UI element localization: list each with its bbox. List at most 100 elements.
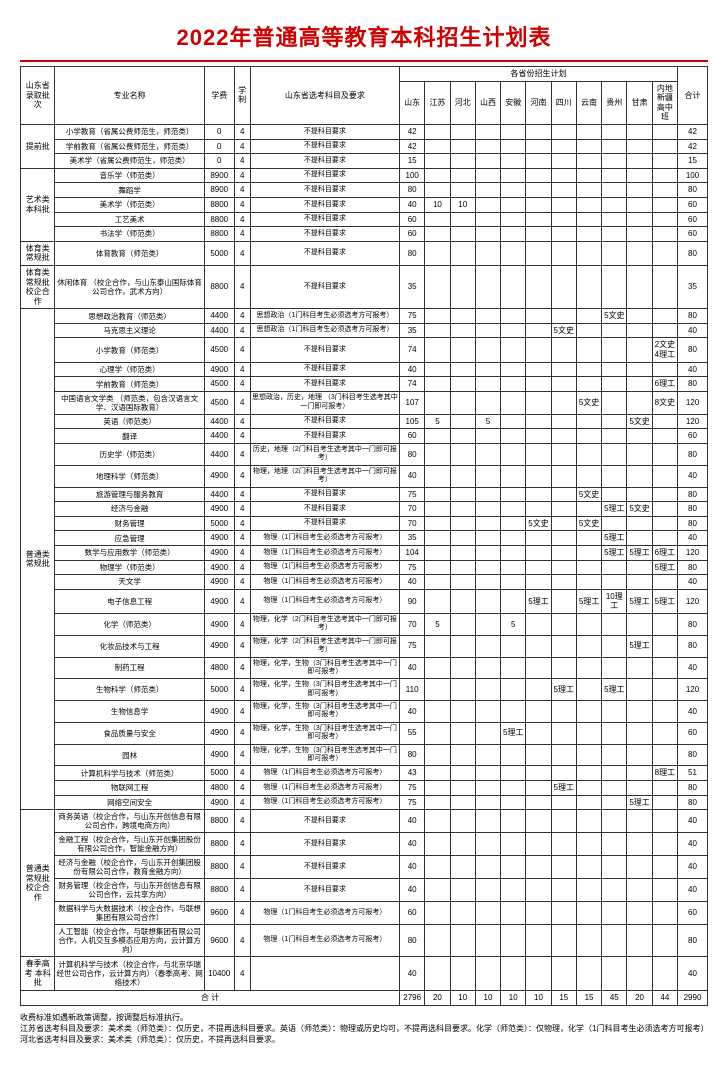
subject-cell: 物理（1门科目考生必须选考方可报考）	[250, 589, 399, 613]
total-value: 10	[501, 990, 526, 1005]
value-cell	[627, 487, 652, 502]
value-cell	[576, 197, 601, 212]
subject-cell: 物理，化学，生物（3门科目考生选考其中一门即可报考）	[250, 679, 399, 701]
value-cell	[576, 657, 601, 679]
value-cell	[576, 183, 601, 198]
value-cell	[475, 444, 500, 466]
value-cell	[627, 139, 652, 154]
value-cell: 5理工	[576, 589, 601, 613]
rowtotal-cell: 40	[678, 531, 708, 546]
value-cell	[475, 795, 500, 810]
rowtotal-cell: 80	[678, 925, 708, 957]
rowtotal-cell: 40	[678, 465, 708, 487]
value-cell: 60	[400, 902, 425, 925]
table-row: 书法学（师范类）88004不提科目要求6060	[21, 227, 708, 242]
table-row: 数学与应用数学（师范类）49004物理（1门科目考生必须选考方可报考）1045理…	[21, 545, 708, 560]
value-cell	[526, 531, 551, 546]
subject-cell: 不提科目要求	[250, 265, 399, 308]
rowtotal-cell: 120	[678, 391, 708, 414]
value-cell	[425, 766, 450, 781]
subject-cell: 不提科目要求	[250, 502, 399, 517]
value-cell: 5文史	[551, 323, 576, 338]
value-cell	[627, 810, 652, 833]
table-row: 应急管理49004物理（1门科目考生必须选考方可报考）355理工40	[21, 531, 708, 546]
value-cell: 5理工	[501, 722, 526, 744]
value-cell: 5理工	[602, 502, 627, 517]
major-cell: 天文学	[55, 575, 204, 590]
value-cell	[450, 560, 475, 575]
table-body: 提前批小学教育（省属公费师范生，师范类）04不提科目要求4242学前教育（省属公…	[21, 124, 708, 1005]
value-cell	[602, 487, 627, 502]
value-cell	[576, 362, 601, 377]
value-cell	[627, 391, 652, 414]
red-divider	[20, 60, 708, 62]
system-cell: 4	[234, 502, 250, 517]
value-cell	[627, 575, 652, 590]
total-value: 10	[475, 990, 500, 1005]
subject-cell: 物理，化学（2门科目考生选考其中一门即可报考）	[250, 613, 399, 635]
value-cell	[501, 531, 526, 546]
value-cell	[501, 701, 526, 723]
value-cell	[652, 833, 677, 856]
table-row: 提前批小学教育（省属公费师范生，师范类）04不提科目要求4242	[21, 124, 708, 139]
table-row: 经济与金融（校企合作，与山东开创集团股份有限公司合作，教育金融方向）88004不…	[21, 856, 708, 879]
value-cell	[501, 744, 526, 766]
value-cell	[551, 833, 576, 856]
rowtotal-cell: 60	[678, 212, 708, 227]
subject-cell: 不提科目要求	[250, 879, 399, 902]
value-cell	[501, 657, 526, 679]
system-cell: 4	[234, 444, 250, 466]
value-cell: 10	[450, 197, 475, 212]
value-cell	[576, 414, 601, 429]
rowtotal-cell: 120	[678, 414, 708, 429]
value-cell	[425, 444, 450, 466]
major-cell: 人工智能（校企合作，与联想集团有限公司合作，人机交互多模态应用方向，云计算方向）	[55, 925, 204, 957]
value-cell	[450, 362, 475, 377]
total-value: 15	[576, 990, 601, 1005]
hdr-province: 贵州	[602, 81, 627, 124]
value-cell: 5理工	[627, 635, 652, 657]
value-cell	[425, 309, 450, 324]
value-cell	[602, 362, 627, 377]
value-cell	[652, 925, 677, 957]
major-cell: 书法学（师范类）	[55, 227, 204, 242]
value-cell: 70	[400, 516, 425, 531]
value-cell	[450, 722, 475, 744]
value-cell: 5	[475, 414, 500, 429]
table-row: 财务管理（校企合作，与山东开创信息有限公司合作，云共享方向）88004不提科目要…	[21, 879, 708, 902]
value-cell	[501, 227, 526, 242]
major-cell: 食品质量与安全	[55, 722, 204, 744]
subject-cell: 不提科目要求	[250, 227, 399, 242]
value-cell	[576, 309, 601, 324]
system-cell: 4	[234, 766, 250, 781]
table-row: 心理学（师范类）49004不提科目要求4040	[21, 362, 708, 377]
value-cell	[652, 154, 677, 169]
value-cell	[475, 833, 500, 856]
system-cell: 4	[234, 795, 250, 810]
value-cell	[627, 309, 652, 324]
system-cell: 4	[234, 323, 250, 338]
value-cell	[627, 197, 652, 212]
value-cell	[652, 795, 677, 810]
value-cell	[627, 613, 652, 635]
value-cell	[526, 635, 551, 657]
table-row: 人工智能（校企合作，与联想集团有限公司合作，人机交互多模态应用方向，云计算方向）…	[21, 925, 708, 957]
value-cell	[551, 879, 576, 902]
subject-cell: 物理（1门科目考生必须选考方可报考）	[250, 781, 399, 796]
hdr-system: 学制	[234, 67, 250, 125]
fee-cell: 8800	[204, 197, 234, 212]
value-cell	[551, 516, 576, 531]
table-row: 数据科学与大数据技术（校企合作，与联想集团有限公司合作）96004物理（1门科目…	[21, 902, 708, 925]
system-cell: 4	[234, 957, 250, 991]
total-value: 2796	[400, 990, 425, 1005]
value-cell	[475, 139, 500, 154]
value-cell: 6理工	[652, 545, 677, 560]
value-cell	[501, 833, 526, 856]
value-cell	[551, 701, 576, 723]
value-cell	[576, 154, 601, 169]
major-cell: 化妆品技术与工程	[55, 635, 204, 657]
value-cell	[450, 902, 475, 925]
rowtotal-cell: 80	[678, 502, 708, 517]
value-cell: 80	[400, 183, 425, 198]
total-value: 20	[627, 990, 652, 1005]
